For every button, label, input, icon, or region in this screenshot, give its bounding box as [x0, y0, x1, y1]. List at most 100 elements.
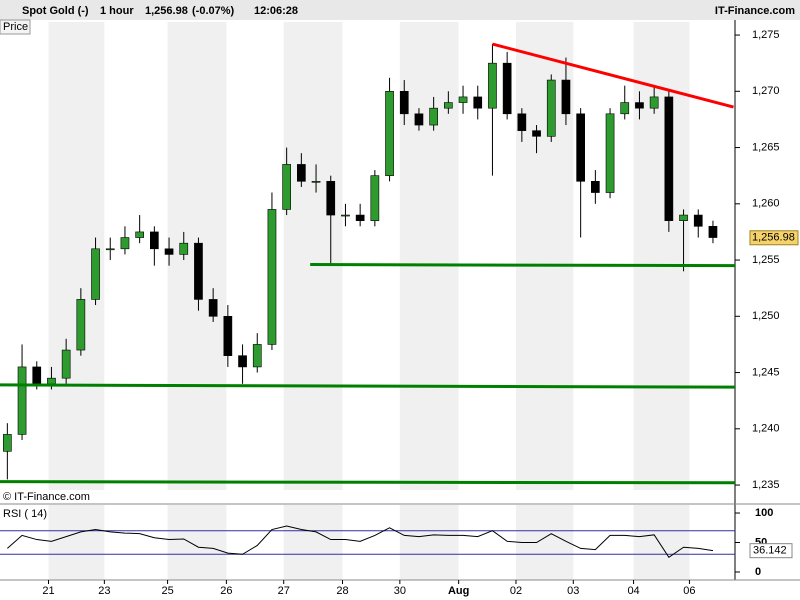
last-price-flag: [749, 230, 799, 246]
candle-body: [297, 164, 306, 182]
candle-body: [135, 231, 144, 238]
y-tick-label: 1,255: [752, 254, 780, 266]
candle-body: [326, 181, 336, 216]
candle-body: [561, 79, 571, 115]
y-tick-label: 0: [755, 566, 761, 578]
x-tick-label: 21: [42, 585, 54, 597]
candle-body: [150, 231, 159, 250]
candle-body: [502, 62, 512, 115]
candle-body: [664, 96, 674, 221]
rsi-flag: [749, 543, 793, 559]
x-tick-label: 03: [567, 585, 579, 597]
x-tick-label: 28: [336, 585, 348, 597]
candle-body: [620, 102, 630, 115]
change: (-0.07%): [192, 5, 235, 17]
x-tick-label: 04: [627, 585, 639, 597]
candle-body: [3, 434, 12, 452]
candle-body: [76, 299, 86, 351]
y-tick-label: 1,260: [752, 198, 780, 210]
candle-body: [17, 366, 27, 435]
x-tick-label: 25: [161, 585, 173, 597]
interval: 1 hour: [100, 5, 134, 17]
candle-body: [473, 96, 483, 109]
last-price-label: 1,256.98: [752, 232, 795, 244]
day-band: [283, 22, 343, 490]
rsi-line: [7, 525, 714, 558]
rsi-label: RSI ( 14): [3, 508, 47, 520]
x-tick-label: 02: [510, 585, 522, 597]
x-tick-label: 26: [220, 585, 232, 597]
candle-body: [267, 209, 277, 345]
candle-body: [517, 113, 527, 131]
candle-body: [546, 79, 556, 137]
y-tick-label: 1,275: [752, 29, 780, 41]
candle-body: [649, 96, 659, 109]
candle-body: [282, 164, 291, 210]
candle-body: [488, 62, 497, 109]
candle-body: [223, 315, 233, 356]
x-tick-label: Aug: [448, 585, 469, 597]
candle-body: [532, 130, 541, 137]
candle-body: [164, 248, 174, 255]
y-tick-label: 1,265: [752, 141, 780, 153]
candle-body: [385, 91, 394, 176]
candle-body: [635, 102, 644, 109]
candle-body: [355, 214, 365, 221]
price: 1,256.98: [145, 5, 188, 17]
x-tick-label: 06: [683, 585, 695, 597]
copyright: © IT-Finance.com: [3, 491, 90, 503]
candle-body: [311, 181, 321, 183]
candle-body: [194, 242, 203, 300]
y-tick-label: 1,235: [752, 479, 780, 491]
trendline: [0, 383, 736, 389]
candle-body: [32, 366, 42, 385]
y-tick-label: 1,250: [752, 310, 780, 322]
day-band: [167, 505, 227, 580]
candle-body: [414, 113, 424, 126]
time: 12:06:28: [254, 5, 298, 17]
y-tick-label: 100: [755, 507, 773, 519]
rsi-value: 36.142: [753, 545, 787, 557]
candle-body: [105, 248, 115, 251]
candle-body: [208, 299, 218, 317]
instrument: Spot Gold (-): [22, 5, 89, 17]
panel-label-box: [0, 19, 31, 35]
candle-body: [238, 355, 247, 368]
candle-body: [47, 377, 56, 385]
candle-body: [370, 175, 380, 221]
trendline: [492, 42, 734, 109]
panel-label: Price: [3, 21, 28, 33]
candle-body: [591, 181, 600, 193]
x-tick-label: 27: [278, 585, 290, 597]
candle-body: [120, 237, 130, 250]
x-tick-label: 23: [98, 585, 110, 597]
day-band: [399, 505, 459, 580]
candle-body: [693, 214, 703, 227]
candle-body: [679, 214, 688, 221]
candle-body: [708, 226, 718, 238]
y-tick-label: 1,270: [752, 85, 780, 97]
candle-body: [61, 349, 71, 379]
candle-body: [91, 248, 100, 300]
y-tick-label: 1,240: [752, 423, 780, 435]
trendline: [310, 263, 736, 268]
y-tick-label: 1,245: [752, 366, 780, 378]
candle-body: [444, 102, 453, 109]
brand: IT-Finance.com: [715, 5, 795, 17]
day-band: [399, 22, 459, 490]
title-bar: [0, 0, 800, 20]
candle-body: [179, 242, 189, 255]
candle-body: [458, 96, 468, 103]
candle-body: [252, 344, 262, 368]
day-band: [283, 505, 343, 580]
trendline: [0, 480, 736, 485]
candle-body: [605, 113, 615, 193]
day-band: [48, 505, 105, 580]
day-band: [633, 505, 690, 580]
candle-body: [399, 91, 409, 115]
candle-body: [429, 107, 438, 126]
candle-body: [576, 113, 585, 182]
x-tick-label: 30: [394, 585, 406, 597]
candle-body: [341, 214, 350, 217]
